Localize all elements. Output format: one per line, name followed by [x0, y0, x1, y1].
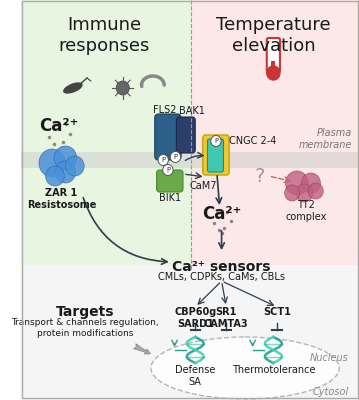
Text: Ca²⁺: Ca²⁺	[39, 117, 79, 135]
Circle shape	[286, 171, 308, 195]
Text: FLS2: FLS2	[153, 105, 177, 115]
FancyBboxPatch shape	[191, 0, 359, 265]
Circle shape	[285, 185, 300, 201]
Text: Targets: Targets	[56, 305, 115, 319]
Text: Ca²⁺ sensors: Ca²⁺ sensors	[172, 260, 271, 274]
Ellipse shape	[63, 82, 83, 94]
Ellipse shape	[151, 337, 339, 399]
Text: Temperature
elevation: Temperature elevation	[216, 16, 331, 55]
Circle shape	[267, 66, 280, 80]
Circle shape	[302, 173, 321, 193]
Text: CBP60g
SARD1: CBP60g SARD1	[174, 307, 216, 329]
Text: Transport & channels regulation,
protein modifications: Transport & channels regulation, protein…	[11, 318, 159, 338]
Circle shape	[163, 164, 173, 176]
Text: Immune
responses: Immune responses	[58, 16, 150, 55]
FancyBboxPatch shape	[267, 38, 280, 72]
Text: TT2
complex: TT2 complex	[286, 200, 327, 222]
Text: Thermotolerance: Thermotolerance	[232, 365, 315, 375]
Circle shape	[296, 184, 313, 202]
FancyBboxPatch shape	[157, 170, 183, 192]
FancyBboxPatch shape	[208, 139, 223, 172]
FancyBboxPatch shape	[21, 152, 359, 168]
Circle shape	[54, 146, 76, 170]
FancyBboxPatch shape	[21, 0, 191, 265]
Text: ?: ?	[255, 166, 265, 186]
Circle shape	[158, 154, 168, 166]
Circle shape	[39, 149, 65, 177]
Text: SR1
CAMTA3: SR1 CAMTA3	[204, 307, 248, 329]
Text: P: P	[214, 138, 218, 144]
FancyBboxPatch shape	[271, 61, 275, 73]
FancyBboxPatch shape	[176, 117, 195, 153]
Text: Ca²⁺: Ca²⁺	[202, 205, 241, 223]
Text: Defense
SA: Defense SA	[175, 365, 215, 386]
FancyBboxPatch shape	[203, 135, 229, 175]
Text: CNGC 2-4: CNGC 2-4	[229, 136, 276, 146]
Circle shape	[46, 166, 64, 186]
Circle shape	[55, 161, 76, 183]
Circle shape	[170, 152, 181, 162]
Circle shape	[65, 156, 84, 176]
Circle shape	[116, 81, 129, 95]
Text: Plasma
membrane: Plasma membrane	[299, 128, 353, 150]
Text: Nucleus: Nucleus	[310, 353, 349, 363]
Text: CaM7: CaM7	[189, 181, 216, 191]
FancyBboxPatch shape	[21, 265, 359, 400]
Text: BIK1: BIK1	[159, 193, 181, 203]
Circle shape	[211, 136, 221, 146]
Text: BAK1: BAK1	[180, 106, 205, 116]
Text: P: P	[173, 154, 178, 160]
Text: ZAR 1
Resistosome: ZAR 1 Resistosome	[27, 188, 96, 210]
Text: P: P	[161, 157, 165, 163]
Text: Cytosol: Cytosol	[312, 387, 349, 397]
Text: SCT1: SCT1	[263, 307, 291, 317]
FancyBboxPatch shape	[155, 114, 181, 160]
Circle shape	[308, 183, 323, 199]
Text: CMLs, CDPKs, CaMs, CBLs: CMLs, CDPKs, CaMs, CBLs	[158, 272, 285, 282]
Text: P: P	[166, 167, 170, 173]
